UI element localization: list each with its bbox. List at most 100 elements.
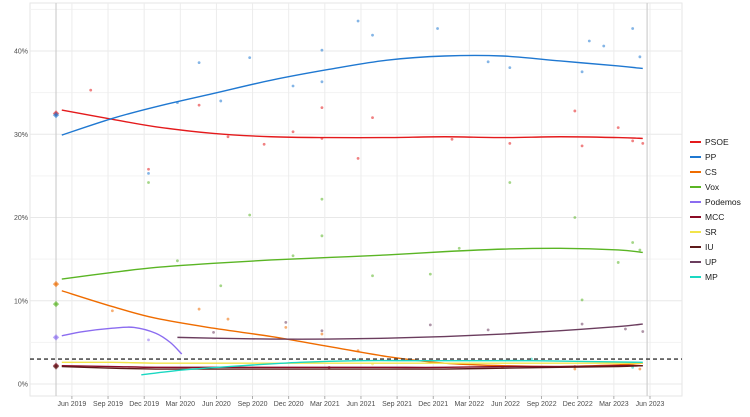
trend-line-sr [61,361,643,364]
poll-point [573,367,577,371]
poll-point [508,142,512,145]
legend-item-mp[interactable]: MP [690,269,741,284]
result-marker [52,300,60,308]
poll-point [631,241,635,244]
trend-line-mcc [61,364,643,369]
legend-swatch [690,170,701,173]
poll-point [638,248,642,252]
poll-point [197,307,201,311]
legend-item-up[interactable]: UP [690,254,741,269]
legend-label: UP [705,256,717,267]
legend-swatch [690,245,701,248]
plot-background [29,2,683,397]
legend-label: Vox [705,181,720,192]
legend-label: PSOE [705,136,729,147]
grid [30,3,682,396]
legend-item-sr[interactable]: SR [690,224,741,239]
legend-item-mcc[interactable]: MCC [690,209,741,224]
x-tick-label: Jun 2022 [491,401,520,408]
poll-point [284,320,288,324]
poll-point [371,274,374,278]
poll-point [356,156,360,160]
y-tick-label: 10% [14,298,28,305]
legend-item-cs[interactable]: CS [690,164,741,179]
trend-line-psoe [61,109,643,140]
x-tick-label: Mar 2023 [599,401,629,408]
trend-line-iu [61,364,643,370]
poll-point [641,330,645,333]
poll-point [284,325,288,329]
poll-point [110,309,114,313]
poll-point [320,197,324,201]
poll-point [147,181,150,184]
poll-point [428,323,432,327]
legend: PSOE PP CS Vox Podemos MCC SR IU UP MP [690,134,741,284]
legend-item-psoe[interactable]: PSOE [690,134,741,149]
poll-point [291,130,295,134]
poll-point [320,80,324,84]
poll-point [248,56,252,60]
legend-swatch [690,200,701,203]
poll-point [320,48,324,52]
y-tick-label: 0% [18,382,28,389]
x-tick-label: Dec 2022 [563,401,593,408]
y-axis: 0% 10% 20% 30% 40% [14,49,28,389]
poll-point [371,33,374,37]
poll-point [580,144,584,148]
legend-item-vox[interactable]: Vox [690,179,741,194]
poll-point [457,246,461,250]
trend-line-vox [61,247,643,280]
x-tick-label: Mar 2021 [310,401,340,408]
poll-point [580,298,584,302]
x-tick-label: Dec 2020 [274,401,304,408]
poll-point [320,106,324,110]
legend-item-pp[interactable]: PP [690,149,741,164]
poll-point [638,55,642,59]
legend-label: IU [705,241,714,252]
legend-swatch [690,215,701,218]
poll-point [508,66,512,70]
x-tick-label: Jun 2019 [58,401,87,408]
y-tick-label: 40% [14,49,28,56]
result-marker [52,280,60,288]
legend-label: MP [705,271,718,282]
legend-swatch [690,275,701,278]
poll-point [226,135,230,139]
result-marker [52,363,60,370]
poll-point [291,254,295,258]
x-tick-label: Dec 2019 [129,401,159,408]
poll-point [631,27,635,30]
trend-line-mp [141,359,643,376]
result-marker [52,334,60,341]
x-tick-label: Sep 2019 [93,401,123,408]
y-tick-label: 20% [14,215,28,222]
poll-point [580,70,584,74]
poll-point [573,216,577,219]
legend-label: CS [705,166,717,177]
x-tick-label: Mar 2022 [455,401,485,408]
poll-point [226,317,230,321]
x-tick-label: Jun 2020 [202,401,231,408]
poll-point [508,181,512,184]
poll-point [486,60,490,64]
legend-item-iu[interactable]: IU [690,239,741,254]
poll-point [450,137,454,141]
x-axis: Jun 2019 Sep 2019 Dec 2019 Mar 2020 Jun 2020… [58,396,665,408]
poll-point [573,109,577,113]
x-tick-label: Sep 2021 [382,401,412,408]
poll-point [602,44,606,48]
poll-point [320,234,324,238]
poll-point [371,116,374,119]
legend-label: SR [705,226,717,237]
poll-point [262,142,266,146]
legend-label: PP [705,151,717,162]
poll-point [212,330,215,334]
legend-item-podemos[interactable]: Podemos [690,194,741,209]
election-lines [55,3,648,396]
poll-point [197,103,201,107]
poll-point [219,99,223,103]
trend-lines [61,54,643,376]
x-tick-label: Jun 2021 [347,401,376,408]
legend-swatch [690,230,701,233]
